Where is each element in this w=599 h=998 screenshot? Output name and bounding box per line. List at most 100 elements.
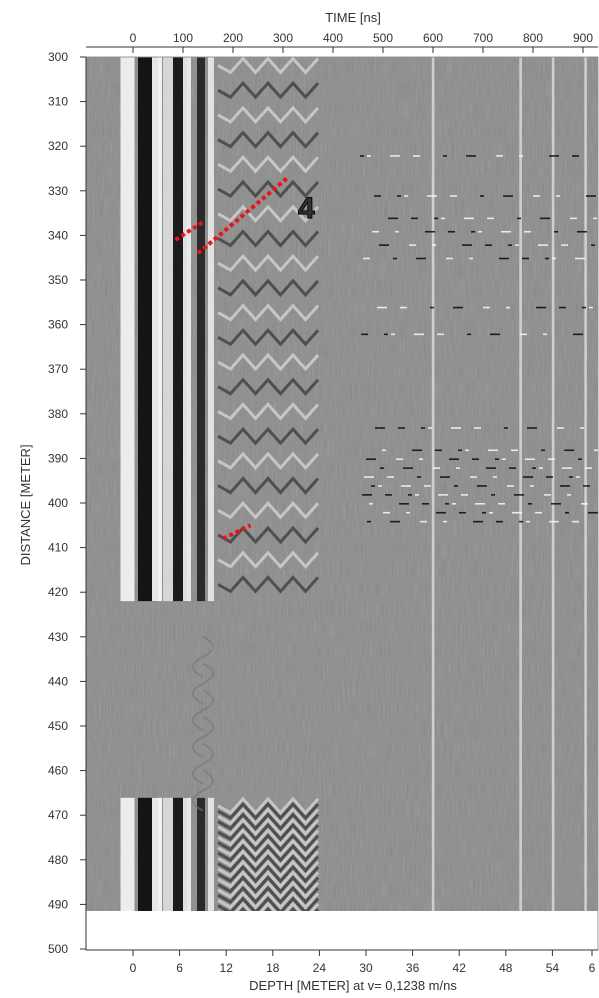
interference-pattern [217, 875, 320, 894]
noise-streak [538, 244, 548, 246]
noise-streak [490, 333, 500, 336]
noise-streak [493, 476, 497, 478]
interference-pattern [217, 229, 320, 248]
bottom-axis-tick-label: 54 [546, 961, 560, 975]
bottom-axis-tick-label: 24 [313, 961, 327, 975]
noise-streak [507, 485, 514, 487]
noise-streak [412, 449, 422, 452]
reflection-band [183, 797, 191, 911]
noise-streak [371, 485, 375, 487]
noise-streak [443, 155, 447, 157]
noise-streak [548, 458, 555, 460]
top-axis-tick-label: 800 [523, 31, 543, 45]
noise-streak [361, 333, 368, 336]
interference-pattern [217, 204, 320, 223]
noise-streak [417, 476, 421, 478]
noise-streak [464, 217, 474, 220]
noise-streak [526, 520, 530, 523]
noise-streak [585, 467, 592, 469]
reflection-band [208, 797, 214, 911]
noise-streak [520, 333, 527, 336]
quiet-zone-ripple [192, 689, 214, 732]
interference-pattern [217, 901, 320, 911]
reflection-band [120, 797, 135, 911]
noise-streak [466, 155, 476, 157]
noise-streak [576, 476, 580, 478]
noise-streak [445, 503, 449, 505]
bottom-axis-tick-label: 12 [220, 961, 234, 975]
noise-streak [440, 476, 450, 478]
interference-pattern [217, 328, 320, 347]
noise-streak [477, 485, 487, 487]
interference-pattern [217, 57, 320, 75]
vertical-band [551, 57, 555, 911]
interference-pattern [217, 880, 320, 900]
noise-streak [473, 520, 483, 523]
noise-streak [573, 333, 583, 336]
noise-streak [561, 244, 568, 246]
bottom-axis-tick-label: 0 [130, 961, 137, 975]
noise-streak [403, 467, 413, 469]
reflection-band [208, 57, 214, 602]
top-axis-tick-label: 0 [130, 31, 137, 45]
noise-streak [496, 155, 503, 157]
noise-streak [372, 230, 379, 233]
noise-streak [388, 217, 398, 220]
noise-streak [482, 511, 486, 514]
vertical-band [584, 57, 587, 911]
noise-streak [552, 257, 556, 260]
interference-pattern [217, 822, 320, 842]
interference-pattern [217, 377, 320, 396]
noise-streak [416, 257, 426, 260]
noise-streak [581, 503, 588, 505]
noise-streak [430, 306, 434, 309]
left-axis-tick-label: 460 [48, 764, 68, 778]
noise-streak [570, 217, 577, 220]
noise-streak [396, 458, 403, 460]
noise-streak [519, 520, 523, 523]
noise-streak [499, 257, 509, 260]
noise-streak [530, 485, 534, 487]
noise-streak [498, 503, 505, 505]
noise-streak [459, 511, 466, 514]
noise-streak [438, 494, 448, 496]
noise-streak [422, 503, 429, 505]
noise-streak [503, 195, 513, 197]
noise-streak [406, 511, 410, 514]
top-time-axis: 0 100 200 300 400 500 600 700 800 900 [86, 31, 598, 53]
noise-streak [496, 520, 503, 523]
noise-streak [432, 244, 436, 246]
left-axis-tick-label: 340 [48, 228, 68, 242]
reflection-band [197, 797, 205, 911]
left-axis-tick-label: 440 [48, 674, 68, 688]
noise-streak [593, 217, 597, 220]
bottom-axis-tick-label: 42 [453, 961, 467, 975]
interference-pattern [217, 80, 320, 100]
noise-streak [583, 485, 590, 487]
left-distance-axis: 300 310 320 330 340 350 360 370 380 390 400 410 420 4… [48, 50, 87, 956]
left-axis-tick-label: 500 [48, 942, 68, 956]
noise-streak [393, 257, 397, 260]
noise-streak [575, 257, 585, 260]
bottom-axis-tick-label: 6 [176, 961, 183, 975]
noise-streak [379, 244, 389, 246]
quiet-zone-ripple [192, 742, 214, 785]
noise-streak [495, 458, 499, 460]
left-axis-tick-label: 470 [48, 808, 68, 822]
interference-pattern [217, 550, 320, 569]
top-axis-tick-label: 700 [473, 31, 493, 45]
bottom-axis-tick-label: 30 [359, 961, 373, 975]
noise-streak [549, 155, 559, 157]
noise-streak [446, 257, 453, 260]
noise-streak [471, 230, 475, 233]
interference-pattern [217, 885, 320, 905]
noise-streak [383, 511, 390, 514]
quiet-zone-ripple [192, 662, 214, 705]
vertical-band [431, 57, 435, 911]
left-axis-tick-label: 480 [48, 853, 68, 867]
noise-streak [522, 257, 529, 260]
left-axis-tick-label: 410 [48, 541, 68, 555]
interference-pattern [217, 303, 320, 322]
noise-streak [588, 511, 598, 514]
noise-streak [425, 230, 435, 233]
